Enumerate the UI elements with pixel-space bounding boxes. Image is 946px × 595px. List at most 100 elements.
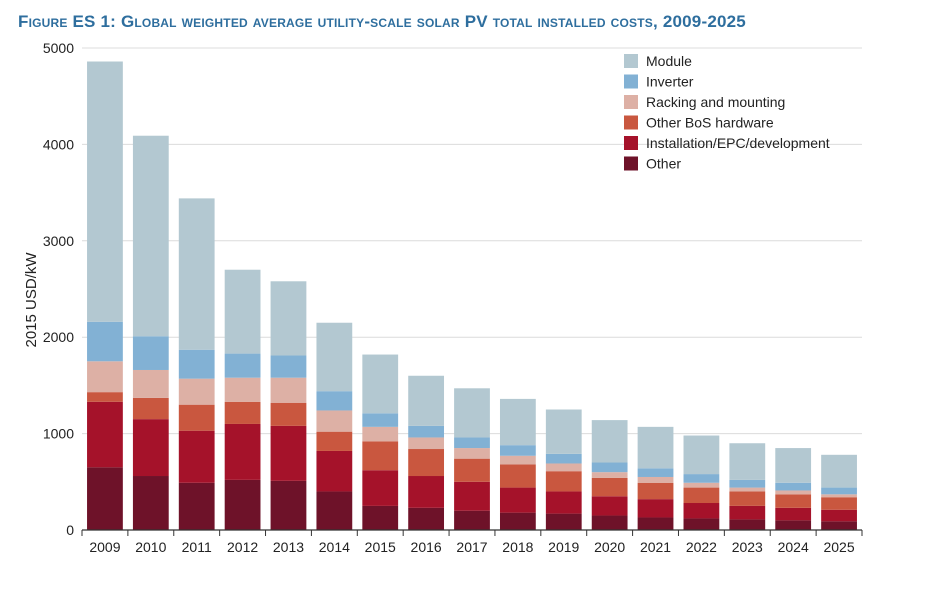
bar-segment [224, 377, 261, 402]
bar-segment [270, 480, 307, 530]
bar-segment [87, 361, 123, 393]
bar-segment [362, 426, 399, 442]
bar-segment [637, 476, 674, 483]
legend-swatch [624, 156, 638, 171]
bar-segment [775, 494, 812, 508]
bar-segment [499, 464, 536, 488]
bar-segment [775, 448, 812, 483]
bar-segment [316, 391, 353, 411]
x-tick-label: 2013 [273, 539, 304, 555]
bar-segment [316, 450, 353, 492]
bar-segment [87, 392, 123, 402]
x-tick-label: 2011 [182, 539, 212, 555]
y-tick-label: 0 [66, 522, 74, 538]
bar-segment [683, 487, 720, 504]
x-tick-label: 2021 [640, 539, 671, 555]
bar-segment [178, 404, 215, 431]
y-tick-label: 1000 [43, 426, 74, 442]
bar-segment [591, 420, 628, 463]
bar-segment [591, 477, 628, 497]
bar-segment [270, 402, 307, 426]
bar-segment [362, 470, 399, 506]
bar-segment [499, 398, 536, 446]
bar-segment [454, 481, 490, 511]
bars [87, 61, 857, 530]
x-tick-label: 2016 [411, 539, 442, 555]
x-tick-label: 2014 [319, 539, 350, 555]
bar-segment [591, 472, 628, 478]
bar-segment [178, 430, 215, 483]
bar-segment [224, 401, 261, 424]
bar-segment [362, 354, 399, 414]
bar-segment [454, 448, 490, 459]
y-axis-label: 2015 USD/kW [23, 252, 40, 348]
bar-segment [637, 517, 674, 530]
bar-segment [132, 419, 169, 477]
bar-segment [821, 509, 857, 522]
bar-segment [591, 462, 628, 473]
y-tick-label: 3000 [43, 233, 74, 249]
legend-swatch [624, 115, 638, 130]
x-tick-label: 2022 [686, 539, 717, 555]
chart-title: Figure ES 1: Global weighted average uti… [18, 12, 746, 31]
bar-segment [224, 353, 261, 378]
bar-segment [729, 487, 766, 492]
bar-segment [132, 336, 169, 370]
bar-segment [591, 496, 628, 516]
bar-segment [499, 512, 536, 530]
legend-label: Other [646, 156, 681, 172]
legend-label: Inverter [646, 74, 694, 90]
y-tick-label: 2000 [43, 329, 74, 345]
bar-segment [637, 482, 674, 500]
bar-segment [499, 445, 536, 456]
bar-segment [132, 397, 169, 420]
bar-segment [545, 409, 582, 454]
bar-segment [729, 491, 766, 506]
bar-segment [178, 378, 215, 405]
bar-segment [637, 426, 674, 469]
bar-segment [224, 423, 261, 480]
bar-segment [316, 491, 353, 530]
legend-label: Installation/EPC/development [646, 135, 830, 151]
bar-segment [545, 513, 582, 530]
bar-segment [729, 505, 766, 520]
x-tick-label: 2024 [778, 539, 809, 555]
bar-segment [683, 503, 720, 519]
bar-segment [729, 443, 766, 480]
x-tick-label: 2015 [365, 539, 396, 555]
bar-segment [178, 198, 215, 350]
bar-segment [821, 521, 857, 530]
bar-segment [408, 507, 445, 530]
legend-label: Other BoS hardware [646, 115, 774, 131]
legend-label: Module [646, 53, 692, 69]
bar-segment [454, 458, 490, 482]
bar-segment [408, 476, 445, 508]
bar-segment [729, 519, 766, 530]
x-tick-label: 2023 [732, 539, 763, 555]
legend-swatch [624, 74, 638, 89]
bar-segment [362, 413, 399, 427]
bar-segment [178, 349, 215, 379]
bar-segment [499, 455, 536, 465]
bar-segment [545, 471, 582, 492]
legend-swatch [624, 136, 638, 150]
bar-segment [821, 454, 857, 488]
bar-segment [683, 482, 720, 488]
bar-segment [362, 505, 399, 530]
bar-segment [545, 491, 582, 514]
bar-segment [408, 425, 445, 438]
y-tick-label: 5000 [43, 40, 74, 56]
bar-segment [270, 377, 307, 403]
axes: 0 1000 2000 3000 4000 5000 2009 2010 2011 2012 201… [43, 40, 863, 555]
bar-segment [454, 388, 490, 438]
legend: Module Inverter Racking and mounting Other … [624, 53, 830, 172]
bar-segment [362, 441, 399, 471]
legend-swatch [624, 54, 638, 68]
bar-segment [545, 463, 582, 472]
x-tick-label: 2019 [548, 539, 579, 555]
bar-segment [408, 437, 445, 450]
bar-segment [637, 499, 674, 518]
bar-segment [454, 510, 490, 530]
bar-segment [729, 479, 766, 488]
